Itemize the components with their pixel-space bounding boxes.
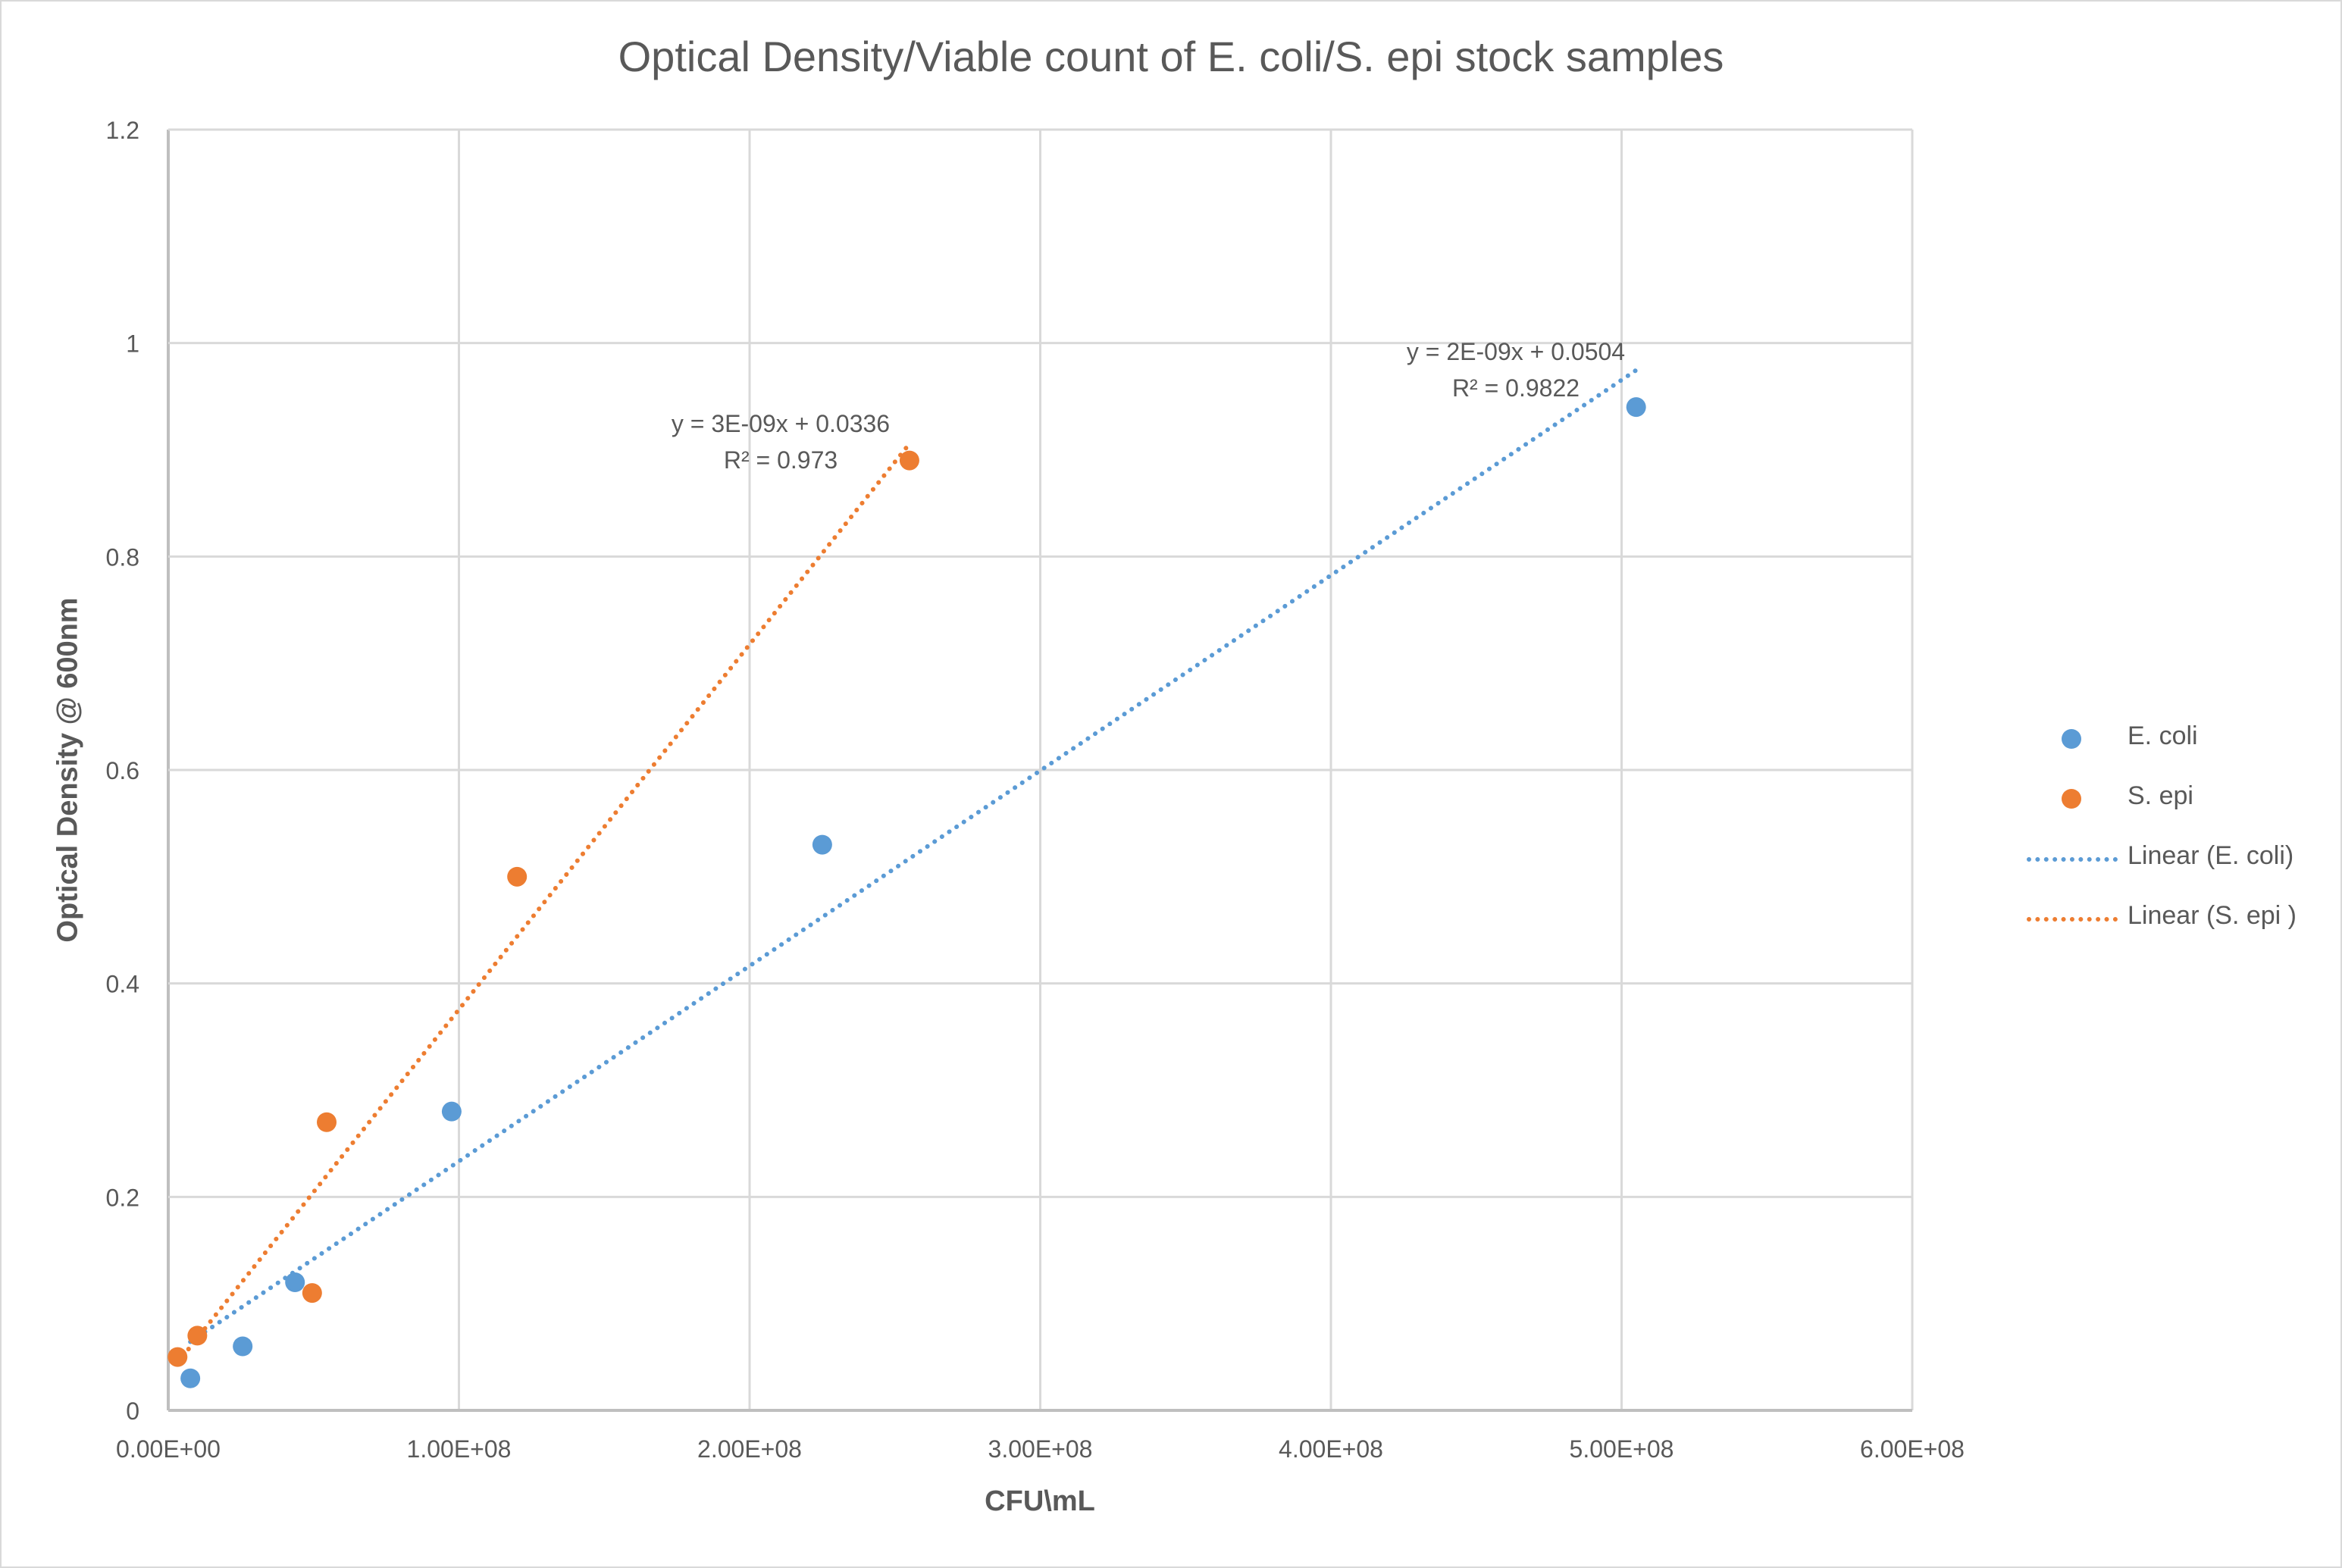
- x-tick-label: 2.00E+08: [697, 1435, 802, 1463]
- circle-marker-icon: [2062, 729, 2081, 749]
- data-point[interactable]: [187, 1325, 208, 1346]
- dotted-line-icon: [2027, 917, 2118, 922]
- x-tick-label: 5.00E+08: [1570, 1435, 1674, 1463]
- data-point[interactable]: [285, 1272, 305, 1292]
- data-point[interactable]: [507, 866, 528, 887]
- y-tick-label: 0.2: [106, 1184, 139, 1211]
- r-squared-text: R² = 0.9822: [1451, 374, 1580, 402]
- data-point[interactable]: [899, 450, 919, 471]
- data-point[interactable]: [168, 1347, 188, 1367]
- legend-item-sepi: S. epi: [2016, 772, 2334, 825]
- data-point[interactable]: [180, 1368, 201, 1388]
- legend-label: E. coli: [2128, 721, 2198, 750]
- trendlines: [175, 368, 1639, 1366]
- y-tick-label: 1.2: [106, 117, 139, 144]
- legend-item-linear-ecoli: Linear (E. coli): [2016, 832, 2334, 885]
- equation-text: y = 3E-09x + 0.0336: [671, 410, 891, 437]
- r-squared-text: R² = 0.973: [723, 446, 838, 474]
- data-point[interactable]: [812, 834, 832, 855]
- legend-label: Linear (S. epi ): [2128, 901, 2297, 930]
- y-tick-label: 0.6: [106, 757, 139, 784]
- data-point[interactable]: [317, 1112, 337, 1132]
- dotted-line-icon: [2027, 857, 2118, 862]
- data-point[interactable]: [233, 1336, 253, 1357]
- trendline: [188, 368, 1639, 1344]
- x-tick-label: 1.00E+08: [407, 1435, 512, 1463]
- data-points: [168, 397, 1646, 1388]
- x-tick-label: 6.00E+08: [1860, 1435, 1965, 1463]
- data-point[interactable]: [441, 1101, 462, 1122]
- trendline-equation-sepi: y = 3E-09x + 0.0336 R² = 0.973: [622, 405, 940, 478]
- gridlines: [167, 128, 1914, 1412]
- data-point[interactable]: [1626, 397, 1646, 418]
- y-tick-label: 0.8: [106, 543, 139, 571]
- axis-tick-labels: 0.00E+00 1.00E+08 2.00E+08 3.00E+08 4.00E+08…: [106, 117, 1965, 1463]
- trendline: [175, 441, 912, 1366]
- x-tick-label: 0.00E+00: [116, 1435, 221, 1463]
- equation-text: y = 2E-09x + 0.0504: [1406, 338, 1626, 365]
- x-tick-label: 4.00E+08: [1279, 1435, 1383, 1463]
- trendline-equation-ecoli: y = 2E-09x + 0.0504 R² = 0.9822: [1357, 333, 1675, 406]
- y-tick-label: 1: [126, 330, 139, 358]
- y-tick-label: 0: [126, 1397, 139, 1425]
- legend-label: Linear (E. coli): [2128, 841, 2294, 870]
- y-tick-label: 0.4: [106, 971, 139, 998]
- data-point[interactable]: [302, 1283, 322, 1304]
- x-axis-title: CFU\mL: [985, 1485, 1095, 1517]
- x-tick-label: 3.00E+08: [988, 1435, 1093, 1463]
- legend-item-linear-sepi: Linear (S. epi ): [2016, 892, 2334, 945]
- chart-title: Optical Density/Viable count of E. coli/…: [618, 33, 1724, 80]
- legend-label: S. epi: [2128, 781, 2193, 810]
- circle-marker-icon: [2062, 789, 2081, 809]
- legend-item-ecoli: E. coli: [2016, 712, 2334, 765]
